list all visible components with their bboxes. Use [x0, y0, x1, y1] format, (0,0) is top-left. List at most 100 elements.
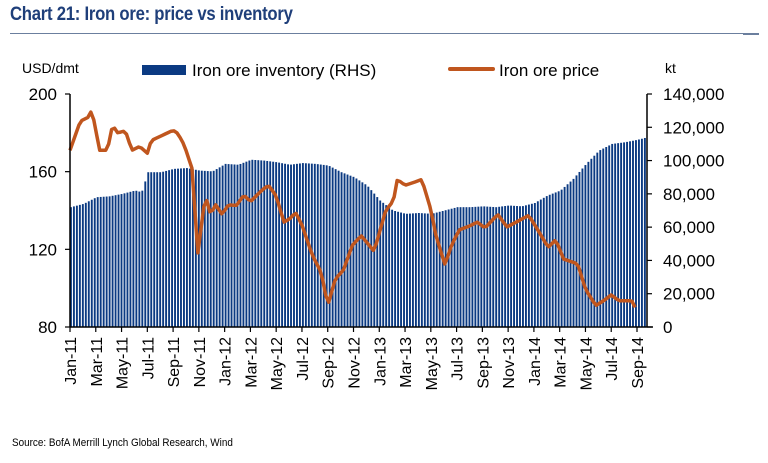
inventory-bar [269, 161, 272, 327]
inventory-bar [632, 140, 634, 327]
inventory-bar [251, 159, 254, 327]
inventory-bar [165, 170, 168, 327]
inventory-bar [489, 206, 492, 327]
inventory-bar [530, 203, 533, 327]
inventory-bar [513, 205, 515, 327]
inventory-bar [150, 172, 153, 327]
inventory-bar [474, 206, 477, 327]
inventory-bar [221, 165, 224, 327]
inventory-bar [379, 200, 382, 327]
inventory-bar [397, 211, 400, 327]
right-tick-label: 80,000 [663, 185, 715, 204]
inventory-bar [456, 207, 459, 327]
inventory-bar [403, 213, 405, 327]
inventory-bar [287, 164, 289, 327]
inventory-bar [542, 197, 545, 327]
inventory-bar [364, 184, 367, 327]
inventory-bar [147, 172, 150, 327]
x-tick-label: Mar-11 [89, 337, 106, 387]
inventory-bar [358, 180, 361, 327]
inventory-bar [510, 205, 513, 327]
x-tick-label: May-11 [115, 337, 132, 389]
inventory-bar [578, 171, 581, 327]
inventory-bar [623, 142, 626, 327]
x-tick-label: Nov-13 [501, 337, 518, 389]
inventory-bar [614, 143, 617, 327]
inventory-bar [156, 172, 159, 327]
x-tick-label: Jan-13 [372, 337, 389, 386]
inventory-bar [453, 207, 456, 327]
inventory-bar [596, 152, 599, 327]
inventory-bar [84, 202, 87, 327]
x-tick-label: Jan-14 [527, 337, 544, 386]
inventory-bar [507, 205, 510, 327]
inventory-bar [495, 207, 498, 327]
inventory-bar [304, 163, 307, 327]
inventory-bar [629, 141, 631, 327]
inventory-bar [388, 207, 391, 327]
right-tick-label: 0 [663, 318, 672, 337]
inventory-bar [174, 168, 176, 327]
inventory-bar [87, 201, 90, 327]
inventory-bar [382, 202, 385, 327]
inventory-bar [391, 209, 394, 327]
x-tick-label: Sep-13 [475, 337, 492, 389]
inventory-bar [260, 160, 263, 327]
inventory-bar [516, 206, 518, 327]
inventory-bar [435, 212, 438, 327]
x-tick-label: May-12 [269, 337, 286, 390]
inventory-bar [617, 143, 620, 327]
inventory-bar [227, 164, 230, 327]
inventory-bar [102, 196, 105, 327]
right-axis-label: kt [665, 60, 676, 76]
x-tick-label: Jul-13 [450, 337, 467, 381]
inventory-bar [263, 160, 266, 327]
x-tick-label: Jan-11 [63, 337, 80, 385]
inventory-bar [144, 181, 147, 327]
inventory-bar [180, 168, 182, 327]
inventory-bar [432, 213, 435, 327]
inventory-bar [313, 163, 316, 327]
inventory-bar [637, 139, 640, 327]
inventory-bar [72, 206, 75, 327]
inventory-bar [346, 174, 349, 327]
inventory-bar [522, 206, 524, 327]
inventory-bar [171, 169, 174, 327]
inventory-bar [177, 168, 179, 327]
right-tick-label: 100,000 [663, 152, 724, 171]
inventory-bar [447, 209, 450, 327]
inventory-bar [108, 196, 111, 327]
x-tick-label: Sep-14 [630, 337, 647, 389]
inventory-bar [409, 213, 411, 327]
inventory-bar [209, 171, 212, 327]
inventory-bar [215, 169, 218, 327]
legend-label-price: Iron ore price [499, 61, 599, 80]
left-tick-label: 200 [29, 85, 57, 104]
x-tick-labels: Jan-11 Mar-11 May-11 Jul-11 Sep-11 Nov-11 Jan-… [63, 337, 647, 390]
legend-label-inventory: Iron ore inventory (RHS) [192, 61, 376, 80]
inventory-bar [605, 147, 608, 327]
inventory-bar [218, 167, 221, 327]
inventory-bar [70, 207, 72, 327]
inventory-bar [545, 196, 548, 327]
inventory-bar [620, 142, 623, 327]
inventory-bar [132, 191, 135, 327]
left-tick-label: 80 [38, 318, 57, 337]
inventory-bar [450, 208, 453, 327]
axes [65, 93, 653, 332]
inventory-bar [441, 211, 444, 327]
inventory-bar [572, 178, 575, 327]
inventory-bar [168, 170, 171, 327]
inventory-bar [319, 164, 322, 327]
inventory-bar [245, 161, 248, 327]
inventory-bar [316, 164, 319, 327]
inventory-bar [590, 158, 593, 327]
inventory-bar [281, 163, 284, 327]
inventory-bar [322, 164, 325, 327]
inventory-bar [328, 166, 331, 327]
x-tick-label: Sep-12 [321, 337, 338, 389]
inventory-bar [385, 205, 388, 327]
inventory-bar [343, 173, 346, 327]
left-tick-label: 160 [29, 163, 57, 182]
